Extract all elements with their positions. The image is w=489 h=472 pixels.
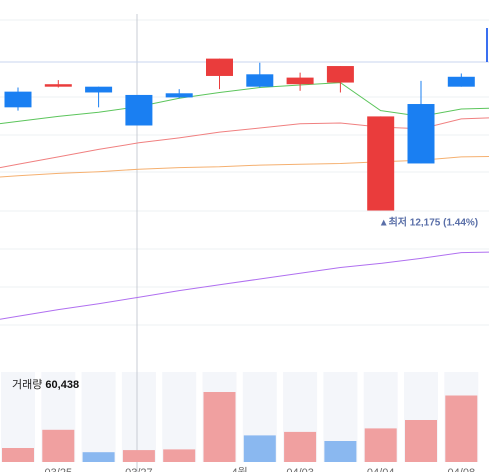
candle-body: [44, 84, 72, 87]
candle-body: [286, 77, 314, 85]
x-tick-label: 03/27: [125, 467, 153, 472]
volume-column-bg: [81, 372, 116, 462]
candle-body: [326, 66, 354, 83]
candle-body: [206, 58, 233, 76]
volume-title: 거래량 60,438: [12, 378, 79, 391]
volume-bar: [203, 392, 236, 462]
volume-bar: [445, 395, 478, 462]
volume-bar: [2, 448, 34, 462]
x-tick-label: 03/25: [45, 467, 73, 472]
candle-body: [125, 94, 153, 126]
candle-body: [4, 91, 32, 108]
volume-column-bg: [121, 372, 156, 462]
x-tick-label: 04/04: [367, 467, 395, 472]
candle-body: [407, 104, 435, 164]
volume-column-bg: [1, 372, 35, 462]
min-price-label: ▲최저 12,175 (1.44%): [379, 216, 478, 229]
volume-bar: [324, 441, 357, 462]
volume-bar: [284, 431, 317, 462]
volume-bar: [364, 428, 397, 462]
volume-bar: [122, 450, 155, 462]
volume-value: 60,438: [45, 379, 79, 391]
volume-column-bg: [162, 372, 197, 462]
volume-bar: [163, 449, 196, 462]
volume-bar: [405, 420, 437, 462]
candle-body: [367, 116, 395, 211]
candle-body: [85, 86, 113, 93]
candle-body: [165, 93, 193, 98]
x-tick-label: 04/03: [286, 467, 314, 472]
volume-bar: [82, 452, 115, 462]
volume-bar: [243, 435, 276, 462]
x-tick-label: 4월: [232, 466, 248, 472]
x-tick-label: 04/08: [448, 467, 476, 472]
volume-bar: [42, 429, 75, 462]
candle-body: [246, 74, 274, 87]
moving-average-line: [0, 251, 489, 320]
candle-body: [447, 76, 475, 87]
